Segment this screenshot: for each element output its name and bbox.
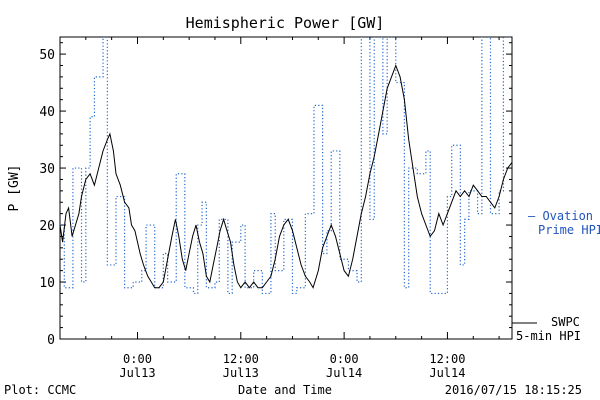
series-line-ovation-prime bbox=[60, 37, 512, 295]
legend-ovation-line1: — Ovation bbox=[528, 209, 593, 223]
chart-title: Hemispheric Power [GW] bbox=[186, 14, 385, 32]
y-axis: 0 10 20 30 40 50 bbox=[39, 42, 512, 348]
x-tick-label-time: 12:00 bbox=[223, 352, 259, 366]
y-tick-label: 50 bbox=[39, 48, 55, 63]
series-line-swpc bbox=[60, 64, 512, 289]
footer-plot-credit: Plot: CCMC bbox=[4, 383, 76, 397]
y-tick-label: 0 bbox=[47, 333, 55, 348]
y-axis-label: P [GW] bbox=[7, 165, 22, 212]
y-tick-label: 40 bbox=[39, 105, 55, 120]
plot-frame bbox=[59, 36, 513, 340]
y-tick-label: 30 bbox=[39, 162, 55, 177]
x-axis-label: Date and Time bbox=[238, 383, 332, 397]
x-tick-label-time: 12:00 bbox=[429, 352, 465, 366]
legend-swpc-line2: 5-min HPI bbox=[516, 329, 581, 343]
x-tick-label-date: Jul13 bbox=[119, 366, 155, 380]
y-tick-label: 20 bbox=[39, 219, 55, 234]
x-tick-label-date: Jul13 bbox=[223, 366, 259, 380]
legend-ovation-line2: Prime HPI bbox=[538, 223, 600, 237]
x-tick-label-date: Jul14 bbox=[326, 366, 362, 380]
series-layer bbox=[60, 37, 512, 295]
footer-timestamp: 2016/07/15 18:15:25 bbox=[445, 383, 582, 397]
y-tick-label: 10 bbox=[39, 276, 55, 291]
x-tick-label-time: 0:00 bbox=[330, 352, 359, 366]
x-tick-label-date: Jul14 bbox=[429, 366, 465, 380]
legend-swpc-line1: SWPC bbox=[551, 315, 580, 329]
x-tick-label-time: 0:00 bbox=[123, 352, 152, 366]
